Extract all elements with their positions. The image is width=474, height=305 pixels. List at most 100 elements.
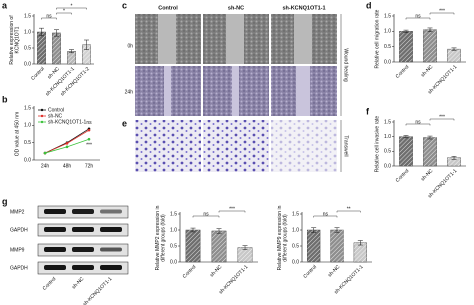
column-label: sh-KCNQ1OT1-1 bbox=[82, 276, 114, 305]
significance-label: ns bbox=[323, 211, 329, 217]
x-tick-label: 72h bbox=[85, 163, 94, 169]
y-tick-label: 1.5 bbox=[292, 211, 299, 217]
bar-hatch bbox=[82, 44, 91, 64]
cells bbox=[271, 120, 337, 172]
y-tick-label: 1.0 bbox=[384, 29, 391, 35]
y-axis-label: KCNQ1OT1 bbox=[14, 26, 20, 53]
band bbox=[100, 247, 122, 252]
x-tick-label: sh-NC bbox=[420, 64, 435, 79]
significance-bracket bbox=[405, 123, 431, 126]
bar-hatch bbox=[185, 230, 201, 262]
y-axis-label: Relative MMP9 expression in bbox=[277, 205, 283, 270]
error-bar bbox=[54, 29, 59, 37]
band bbox=[100, 265, 122, 270]
y-tick-label: 1.5 bbox=[384, 119, 391, 125]
error-bar bbox=[334, 227, 340, 233]
panel-letter: f bbox=[366, 106, 370, 116]
x-tick-label: 24h bbox=[41, 163, 50, 169]
cells bbox=[135, 120, 201, 172]
y-tick-label: 1.5 bbox=[24, 13, 31, 19]
column-header: sh-NC bbox=[228, 5, 244, 11]
bar-hatch bbox=[307, 230, 321, 262]
y-axis-label: different groups (fold) bbox=[282, 214, 288, 262]
significance-bracket bbox=[429, 118, 455, 121]
column-label: sh-NC bbox=[71, 276, 86, 291]
line-chart: b 0.0 0.5 1.0 1.5 OD value at 450 nm 24h 48h 72h… bbox=[2, 94, 100, 169]
legend-label: sh-KCNQ1OT1-1 bbox=[48, 119, 87, 125]
significance-label: * bbox=[71, 3, 73, 9]
band bbox=[72, 209, 94, 214]
x-tick-label: Control bbox=[30, 66, 46, 82]
error-bar bbox=[427, 27, 433, 32]
significance-label: ns bbox=[46, 13, 52, 19]
wound-gap bbox=[164, 66, 171, 116]
legend-label: Control bbox=[48, 107, 64, 113]
band bbox=[72, 227, 94, 232]
y-tick-label: 0.0 bbox=[170, 259, 177, 265]
x-tick-label: Control bbox=[302, 264, 318, 280]
wound-gap bbox=[158, 14, 176, 64]
y-axis-label: OD value at 450 nm bbox=[14, 112, 20, 156]
wound-gap bbox=[226, 14, 244, 64]
x-tick-label: 48h bbox=[63, 163, 72, 169]
line bbox=[44, 128, 90, 154]
band bbox=[100, 209, 122, 214]
error-bar bbox=[69, 49, 74, 54]
significance-bracket bbox=[405, 17, 431, 20]
panel-letter: g bbox=[2, 196, 8, 206]
bar-hatch bbox=[237, 247, 253, 262]
bar-hatch bbox=[447, 157, 461, 166]
y-tick-label: 1.0 bbox=[292, 227, 299, 233]
bar-hatch bbox=[330, 230, 344, 262]
column-header: sh-KCNQ1OT1-1 bbox=[282, 5, 325, 11]
panel-letter: e bbox=[122, 118, 127, 128]
significance-bracket bbox=[192, 215, 220, 218]
bar-chart: a 0.0 0.5 1.0 1.5 Relative expression of KCNQ1… bbox=[2, 0, 94, 97]
row-label: GAPDH bbox=[10, 227, 28, 233]
significance-bracket bbox=[429, 12, 455, 15]
panel-letter: c bbox=[122, 0, 127, 10]
point bbox=[43, 151, 47, 155]
y-tick-label: 0.0 bbox=[24, 157, 31, 163]
micrographs bbox=[135, 14, 337, 116]
y-axis-label: Relative expression of bbox=[9, 15, 15, 65]
row-label: MMP9 bbox=[10, 247, 25, 253]
row-label: 0h bbox=[127, 43, 133, 49]
bar-hatch bbox=[447, 49, 461, 62]
side-label: Wound healing bbox=[343, 48, 349, 81]
y-tick-label: 1.5 bbox=[170, 211, 177, 217]
y-tick-label: 0.5 bbox=[24, 45, 31, 51]
y-tick-label: 0.5 bbox=[384, 149, 391, 155]
significance-bracket bbox=[336, 210, 361, 213]
wound-gap bbox=[296, 66, 310, 116]
bar-hatch bbox=[67, 51, 76, 64]
bar-chart: d 0.0 0.5 1.0 1.5 Relative cell migration rat… bbox=[366, 0, 466, 95]
x-tick-label: sh-NC bbox=[209, 264, 224, 279]
significance-label: *** bbox=[229, 206, 235, 212]
y-tick-label: 1.0 bbox=[384, 134, 391, 140]
error-bar bbox=[84, 39, 89, 50]
bar-chart: 0.0 0.5 1.0 1.5 Relative MMP9 expression in d… bbox=[277, 205, 372, 295]
y-tick-label: 1.5 bbox=[24, 105, 31, 111]
y-axis-label: different groups (fold) bbox=[160, 214, 166, 262]
error-bar bbox=[403, 135, 409, 139]
y-tick-label: 0.0 bbox=[24, 61, 31, 67]
point bbox=[87, 128, 91, 132]
legend-label: sh-NC bbox=[48, 113, 63, 119]
bar-hatch bbox=[399, 136, 413, 166]
significance-label: ns bbox=[415, 119, 421, 125]
error-bar bbox=[216, 228, 222, 234]
y-tick-label: 0.5 bbox=[24, 140, 31, 146]
band bbox=[72, 265, 94, 270]
bar-hatch bbox=[211, 230, 227, 262]
y-tick-label: 0.5 bbox=[292, 243, 299, 249]
error-bar bbox=[39, 27, 44, 37]
bar-hatch bbox=[37, 32, 46, 64]
y-tick-label: 1.0 bbox=[24, 123, 31, 129]
significance-bracket bbox=[56, 7, 87, 10]
bar-chart: f 0.0 0.5 1.0 1.5 Relative cell invasive rate… bbox=[366, 106, 466, 199]
wound-gap bbox=[232, 66, 239, 116]
band bbox=[44, 209, 66, 214]
